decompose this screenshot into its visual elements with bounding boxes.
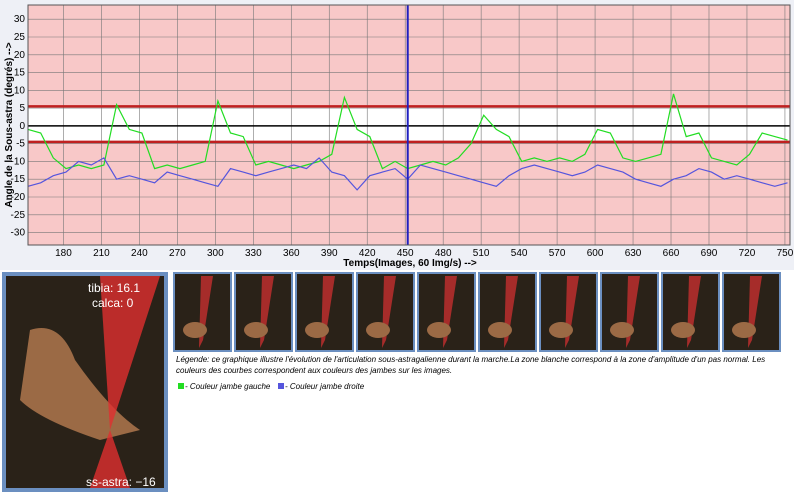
x-tick-label: 510 — [473, 248, 490, 259]
x-tick-label: 450 — [397, 248, 414, 259]
ss-astra-label: ss-astra: −16 — [86, 475, 156, 489]
x-tick-label: 660 — [663, 248, 680, 259]
legend-label: - Couleur jambe gauche — [185, 382, 271, 391]
y-tick-label: -25 — [11, 210, 26, 221]
tibia-zone — [100, 276, 160, 430]
x-tick-label: 540 — [511, 248, 528, 259]
thumbnail-foot — [183, 322, 207, 338]
x-tick-label: 390 — [321, 248, 338, 259]
x-tick-label: 330 — [245, 248, 262, 259]
y-tick-label: -20 — [11, 192, 26, 203]
thumbnail-foot — [488, 322, 512, 338]
x-tick-label: 630 — [625, 248, 642, 259]
thumbnail-foot — [244, 322, 268, 338]
x-tick-label: 420 — [359, 248, 376, 259]
thumbnail-foot — [671, 322, 695, 338]
thumbnail-foot — [427, 322, 451, 338]
x-axis-label: Temps(Images, 60 Img/s) --> — [343, 258, 477, 269]
x-tick-label: 480 — [435, 248, 452, 259]
thumbnail-foot — [305, 322, 329, 338]
x-tick-label: 210 — [93, 248, 110, 259]
caption: Légende: ce graphique illustre l'évoluti… — [176, 355, 766, 375]
plot-border — [27, 4, 791, 246]
x-tick-label: 180 — [55, 248, 72, 259]
x-tick-label: 720 — [739, 248, 756, 259]
legend-label: - Couleur jambe droite — [285, 382, 365, 391]
x-tick-label: 300 — [207, 248, 224, 259]
y-tick-label: 30 — [14, 14, 26, 25]
y-tick-label: 10 — [14, 85, 26, 96]
thumbnail-foot — [549, 322, 573, 338]
tibia-label: tibia: 16.1 — [88, 281, 140, 295]
x-tick-label: 270 — [169, 248, 186, 259]
legend-swatch — [278, 383, 284, 389]
y-tick-label: 0 — [19, 121, 25, 132]
x-tick-label: 600 — [587, 248, 604, 259]
y-tick-label: -15 — [11, 174, 26, 185]
x-tick-label: 570 — [549, 248, 566, 259]
y-tick-label: -30 — [11, 228, 26, 239]
y-axis-label: Angle de la Sous-astra (degrés) --> — [4, 42, 15, 207]
y-tick-label: -10 — [11, 156, 26, 167]
caption-box: Légende: ce graphique illustre l'évoluti… — [176, 355, 766, 375]
x-tick-label: 750 — [777, 248, 794, 259]
y-tick-label: 15 — [14, 68, 26, 79]
calca-zone — [90, 430, 130, 488]
thumbnail-foot — [610, 322, 634, 338]
y-tick-label: -5 — [16, 139, 25, 150]
thumbnail-foot — [366, 322, 390, 338]
calca-label: calca: 0 — [92, 296, 134, 310]
y-tick-label: 20 — [14, 50, 26, 61]
y-tick-label: 5 — [19, 103, 25, 114]
x-tick-label: 360 — [283, 248, 300, 259]
normal-zone — [28, 106, 790, 142]
thumbnail-foot — [732, 322, 756, 338]
x-tick-label: 240 — [131, 248, 148, 259]
legend-swatch — [178, 383, 184, 389]
x-tick-label: 690 — [701, 248, 718, 259]
y-tick-label: 25 — [14, 32, 26, 43]
